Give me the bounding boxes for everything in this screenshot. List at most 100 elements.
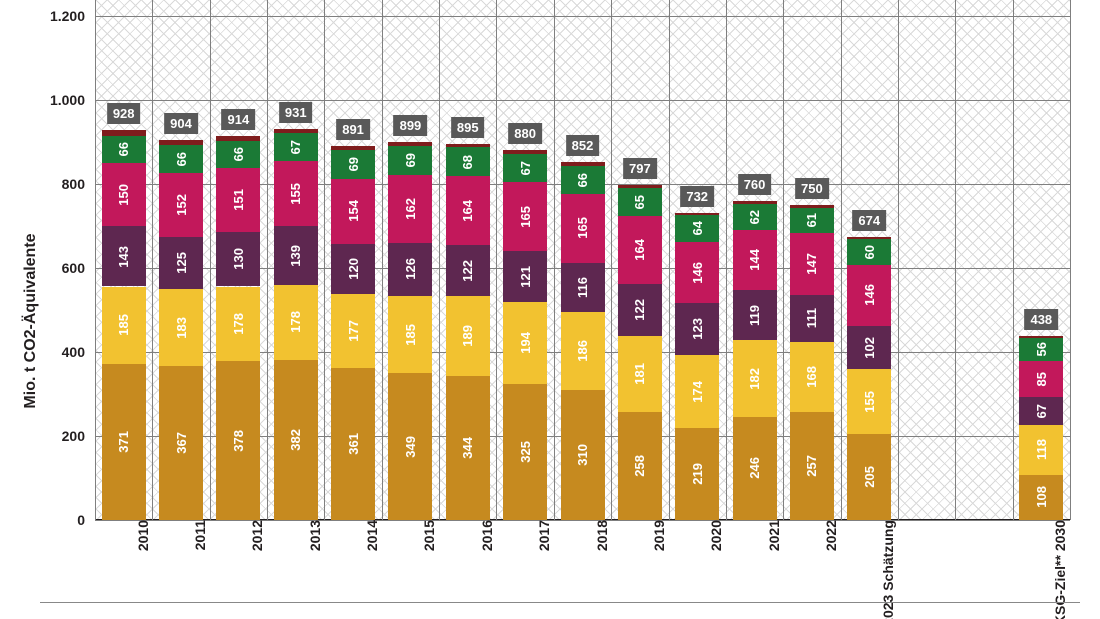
x-tick-label: 2019 xyxy=(647,520,667,551)
segment-value: 123 xyxy=(691,318,704,340)
bar: 36117712015469891 xyxy=(331,0,375,520)
total-flag: 732 xyxy=(680,186,714,207)
segment-value: 165 xyxy=(519,206,532,228)
bar-segment xyxy=(618,185,662,188)
bar-segment: 182 xyxy=(733,340,777,416)
total-flag: 852 xyxy=(566,135,600,156)
segment-value: 174 xyxy=(691,381,704,403)
bar-segment: 246 xyxy=(733,417,777,520)
bar-segment: 162 xyxy=(388,175,432,243)
total-flag: 928 xyxy=(107,103,141,124)
bar-segment: 67 xyxy=(503,154,547,182)
segment-value: 85 xyxy=(1035,372,1048,386)
segment-value: 164 xyxy=(633,239,646,261)
total-flag: 797 xyxy=(623,158,657,179)
segment-value: 62 xyxy=(748,210,761,224)
segment-value: 122 xyxy=(461,260,474,282)
bar: 21917412314664732 xyxy=(675,0,719,520)
segment-value: 349 xyxy=(404,436,417,458)
bar-segment: 349 xyxy=(388,373,432,520)
gridline-v xyxy=(783,0,784,520)
bar-segment: 102 xyxy=(847,326,891,369)
plot-area: 02004006008001.0001.20037118514315066928… xyxy=(95,0,1070,520)
x-tick-label: 2014 xyxy=(360,520,380,551)
bar-segment xyxy=(561,162,605,166)
segment-value: 61 xyxy=(805,213,818,227)
bar-segment xyxy=(446,144,490,147)
bar-segment: 121 xyxy=(503,251,547,302)
bar-segment: 178 xyxy=(274,285,318,360)
segment-value: 144 xyxy=(748,249,761,271)
bar-segment: 168 xyxy=(790,342,834,413)
total-flag: 760 xyxy=(738,174,772,195)
bar-segment xyxy=(159,140,203,145)
bar-segment xyxy=(1019,336,1063,338)
segment-value: 146 xyxy=(691,262,704,284)
bar-segment: 144 xyxy=(733,230,777,290)
segment-value: 139 xyxy=(289,245,302,267)
bar-segment: 146 xyxy=(675,242,719,303)
bar-segment xyxy=(216,136,260,141)
bar-segment: 325 xyxy=(503,384,547,521)
segment-value: 185 xyxy=(117,314,130,336)
total-flag: 674 xyxy=(852,210,886,231)
bar-segment: 183 xyxy=(159,289,203,366)
bar: 25818112216465797 xyxy=(618,0,662,520)
bar-segment: 177 xyxy=(331,294,375,368)
gridline-v xyxy=(554,0,555,520)
segment-value: 189 xyxy=(461,325,474,347)
bar-segment: 139 xyxy=(274,226,318,284)
segment-value: 122 xyxy=(633,299,646,321)
segment-value: 150 xyxy=(117,184,130,206)
segment-value: 120 xyxy=(347,258,360,280)
bar-segment: 378 xyxy=(216,361,260,520)
segment-value: 361 xyxy=(347,433,360,455)
bar-segment: 62 xyxy=(733,204,777,230)
segment-value: 186 xyxy=(576,340,589,362)
bar-segment: 382 xyxy=(274,360,318,520)
gridline-v xyxy=(439,0,440,520)
segment-value: 66 xyxy=(117,142,130,156)
bar: 31018611616566852 xyxy=(561,0,605,520)
bar-segment: 61 xyxy=(790,208,834,234)
x-tick-label: 2010 xyxy=(131,520,151,551)
bar-segment: 108 xyxy=(1019,475,1063,520)
segment-value: 69 xyxy=(404,153,417,167)
bar-segment: 126 xyxy=(388,243,432,296)
gridline-h xyxy=(95,520,1070,521)
bar-segment: 66 xyxy=(159,145,203,173)
total-flag: 895 xyxy=(451,117,485,138)
segment-value: 111 xyxy=(805,308,818,328)
segment-value: 182 xyxy=(748,368,761,390)
bar-segment: 147 xyxy=(790,233,834,295)
bar-segment: 155 xyxy=(274,161,318,226)
bar: 34918512616269899 xyxy=(388,0,432,520)
segment-value: 66 xyxy=(232,147,245,161)
gridline-v xyxy=(611,0,612,520)
bar-segment: 60 xyxy=(847,239,891,264)
segment-value: 155 xyxy=(289,183,302,205)
bar-segment: 154 xyxy=(331,179,375,244)
bar-segment: 258 xyxy=(618,412,662,520)
x-tick-label: 2022 xyxy=(819,520,839,551)
gridline-v xyxy=(726,0,727,520)
segment-value: 205 xyxy=(863,466,876,488)
segment-value: 164 xyxy=(461,200,474,222)
bar-segment xyxy=(388,142,432,145)
segment-value: 246 xyxy=(748,457,761,479)
segment-value: 367 xyxy=(175,432,188,454)
y-tick-label: 600 xyxy=(62,260,95,276)
bar: 20515510214660674 xyxy=(847,0,891,520)
bar-segment: 181 xyxy=(618,336,662,412)
gridline-v xyxy=(324,0,325,520)
segment-value: 66 xyxy=(175,152,188,166)
bar: 34418912216468895 xyxy=(446,0,490,520)
bar-segment: 194 xyxy=(503,302,547,383)
gridline-v xyxy=(841,0,842,520)
gridline-v xyxy=(496,0,497,520)
segment-value: 147 xyxy=(805,253,818,275)
bar-segment: 56 xyxy=(1019,338,1063,362)
segment-value: 344 xyxy=(461,437,474,459)
segment-value: 69 xyxy=(347,157,360,171)
y-tick-label: 400 xyxy=(62,344,95,360)
